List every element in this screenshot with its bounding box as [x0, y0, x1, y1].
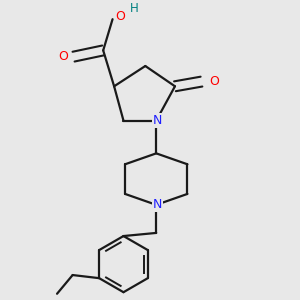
- Text: O: O: [115, 10, 125, 23]
- Text: N: N: [153, 198, 163, 211]
- Text: O: O: [58, 50, 68, 63]
- Text: N: N: [153, 114, 163, 127]
- Text: H: H: [130, 2, 139, 15]
- Text: O: O: [209, 75, 219, 88]
